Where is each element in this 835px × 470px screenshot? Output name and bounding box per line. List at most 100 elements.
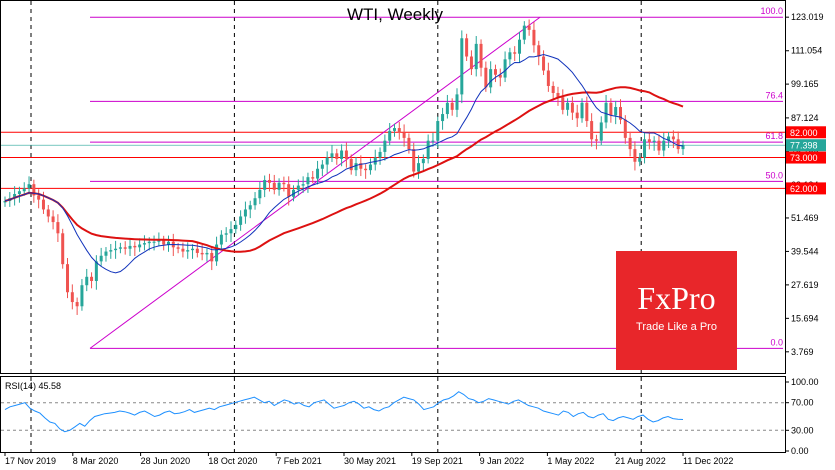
candle-body — [80, 285, 84, 307]
candle-body — [397, 128, 401, 133]
y-tick-label: 99.165 — [791, 79, 819, 89]
fib-level-label: 76.4 — [765, 90, 783, 100]
fib-level-label: 50.0 — [765, 170, 783, 180]
candle-body — [61, 233, 65, 265]
y-tick-label: 75.159 — [791, 146, 819, 156]
candle-body — [248, 205, 252, 210]
candle-body — [484, 67, 488, 88]
candle-body — [676, 139, 680, 150]
candle-body — [301, 184, 305, 186]
candle-body — [614, 107, 618, 116]
ma-fast-line — [4, 53, 684, 274]
candle-body — [3, 201, 7, 203]
candle-body — [27, 184, 31, 189]
candle-body — [85, 276, 89, 286]
candle-body — [556, 92, 560, 98]
x-tick-label: 17 Nov 2019 — [5, 456, 56, 466]
candle-body — [469, 56, 473, 70]
candle-body — [306, 177, 310, 185]
candle-body — [142, 243, 146, 245]
candle-body — [407, 137, 411, 150]
rsi-y-tick-label: 70.00 — [791, 398, 814, 408]
candle-body — [330, 153, 334, 158]
candle-body — [513, 52, 517, 54]
candle-body — [340, 150, 344, 159]
candle-body — [518, 39, 522, 54]
candle-body — [344, 150, 348, 159]
candle-body — [354, 163, 358, 171]
price-level-tag — [786, 182, 826, 195]
candle-body — [37, 195, 41, 200]
chart-title: WTI, Weekly — [347, 5, 444, 24]
candle-body — [253, 198, 257, 206]
candle-body — [498, 74, 502, 78]
candle-body — [335, 153, 339, 159]
candle-body — [436, 121, 440, 141]
candle-body — [585, 102, 589, 122]
y-tick-label: 3.769 — [791, 347, 814, 357]
candle-body — [128, 245, 132, 249]
ma-slow-line — [4, 86, 684, 253]
x-tick-label: 7 Feb 2021 — [276, 456, 322, 466]
rsi-y-tick-label: 30.00 — [791, 425, 814, 435]
x-tick-label: 30 May 2021 — [344, 456, 396, 466]
candle-body — [99, 255, 103, 262]
candle-body — [431, 140, 435, 142]
candle-body — [657, 140, 661, 151]
candle-body — [417, 163, 421, 172]
current-price-tag — [786, 139, 826, 152]
candle-body — [450, 102, 454, 110]
candle-body — [527, 25, 531, 30]
candle-body — [532, 29, 536, 46]
fxpro-logo: FxPro Trade Like a Pro — [616, 251, 737, 370]
candle-body — [70, 292, 74, 303]
candle-body — [272, 182, 276, 190]
rsi-y-tick-label: 100.00 — [791, 377, 819, 387]
candle-body — [157, 240, 161, 242]
candle-body — [239, 216, 243, 225]
candle-body — [191, 248, 195, 251]
candle-body — [628, 137, 632, 150]
candle-body — [46, 209, 50, 217]
candle-body — [138, 244, 142, 248]
candle-body — [311, 177, 315, 179]
candle-body — [609, 102, 613, 116]
logo-tagline: Trade Like a Pro — [636, 321, 717, 333]
candle-body — [368, 164, 372, 171]
candle-body — [114, 248, 118, 251]
candle-body — [104, 251, 108, 256]
candle-body — [493, 69, 497, 75]
y-tick-label: 15.694 — [791, 313, 819, 323]
candle-body — [13, 194, 17, 199]
y-tick-label: 123.019 — [791, 12, 824, 22]
candle-body — [647, 139, 651, 143]
candle-body — [421, 158, 425, 164]
candle-body — [671, 136, 675, 140]
candle-body — [325, 157, 329, 165]
candle-body — [633, 149, 637, 162]
candle-body — [681, 145, 685, 150]
candle-body — [205, 252, 209, 255]
candle-body — [109, 250, 113, 252]
candle-body — [378, 151, 382, 158]
fib-level-label: 61.8 — [765, 131, 783, 141]
candle-body — [465, 38, 469, 57]
candle-body — [22, 188, 26, 192]
y-tick-label: 27.619 — [791, 280, 819, 290]
candle-body — [316, 168, 320, 179]
candle-body — [287, 184, 291, 197]
price-level-tag-label: 82.000 — [790, 128, 818, 138]
candle-body — [542, 56, 546, 71]
price-level-tag-label: 73.000 — [790, 153, 818, 163]
candle-body — [604, 102, 608, 123]
candle-body — [460, 38, 464, 95]
candle-body — [219, 234, 223, 245]
candle-body — [320, 164, 324, 169]
candle-body — [243, 209, 247, 217]
candle-body — [152, 241, 156, 243]
candle-body — [426, 140, 430, 159]
candle-body — [392, 128, 396, 131]
candle-body — [623, 119, 627, 138]
logo-brand: FxPro — [637, 280, 716, 316]
